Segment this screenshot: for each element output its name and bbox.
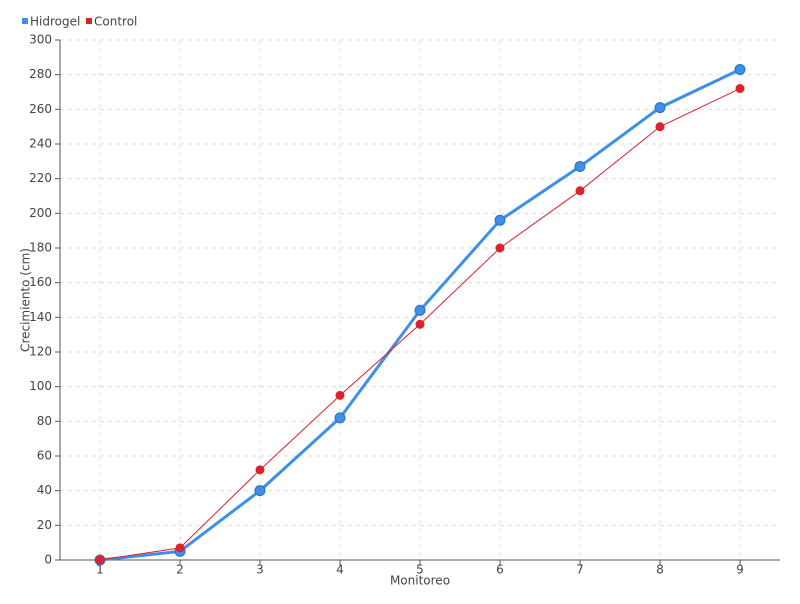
y-tick-label: 80 [37,414,52,428]
data-point [255,465,265,475]
y-tick-label: 200 [29,206,52,220]
y-tick-label: 60 [37,449,52,463]
y-tick-label: 160 [29,275,52,289]
y-tick-label: 260 [29,102,52,116]
x-tick-label: 4 [336,563,344,577]
y-tick-label: 0 [44,553,52,567]
data-point [574,161,586,173]
y-axis-label: Crecimiento (cm) [19,248,33,352]
legend-swatch [86,18,92,24]
x-tick-label: 3 [256,563,264,577]
data-point [335,390,345,400]
y-tick-label: 140 [29,310,52,324]
data-point [735,84,745,94]
x-tick-label: 9 [736,563,744,577]
x-tick-label: 5 [416,563,424,577]
y-tick-label: 300 [29,33,52,47]
legend-label: Control [94,15,137,29]
data-point [654,102,666,114]
x-axis-label: Monitoreo [390,574,450,588]
data-point [494,214,506,226]
data-point [495,243,505,253]
y-tick-label: 20 [37,518,52,532]
y-tick-label: 40 [37,483,52,497]
y-tick-label: 280 [29,67,52,81]
data-point [95,555,105,565]
x-tick-label: 2 [176,563,184,577]
data-point [734,63,746,75]
x-tick-label: 6 [496,563,504,577]
data-point [414,304,426,316]
data-point [575,186,585,196]
data-point [334,412,346,424]
y-tick-label: 120 [29,345,52,359]
x-tick-label: 8 [656,563,664,577]
y-tick-label: 240 [29,137,52,151]
legend-label: Hidrogel [30,15,80,29]
x-tick-label: 7 [576,563,584,577]
data-point [254,485,266,497]
data-point [655,122,665,132]
data-point [415,319,425,329]
x-tick-label: 1 [96,563,104,577]
y-tick-label: 100 [29,379,52,393]
legend-swatch [22,18,28,24]
data-point [175,543,185,553]
y-tick-label: 220 [29,171,52,185]
y-tick-label: 180 [29,241,52,255]
